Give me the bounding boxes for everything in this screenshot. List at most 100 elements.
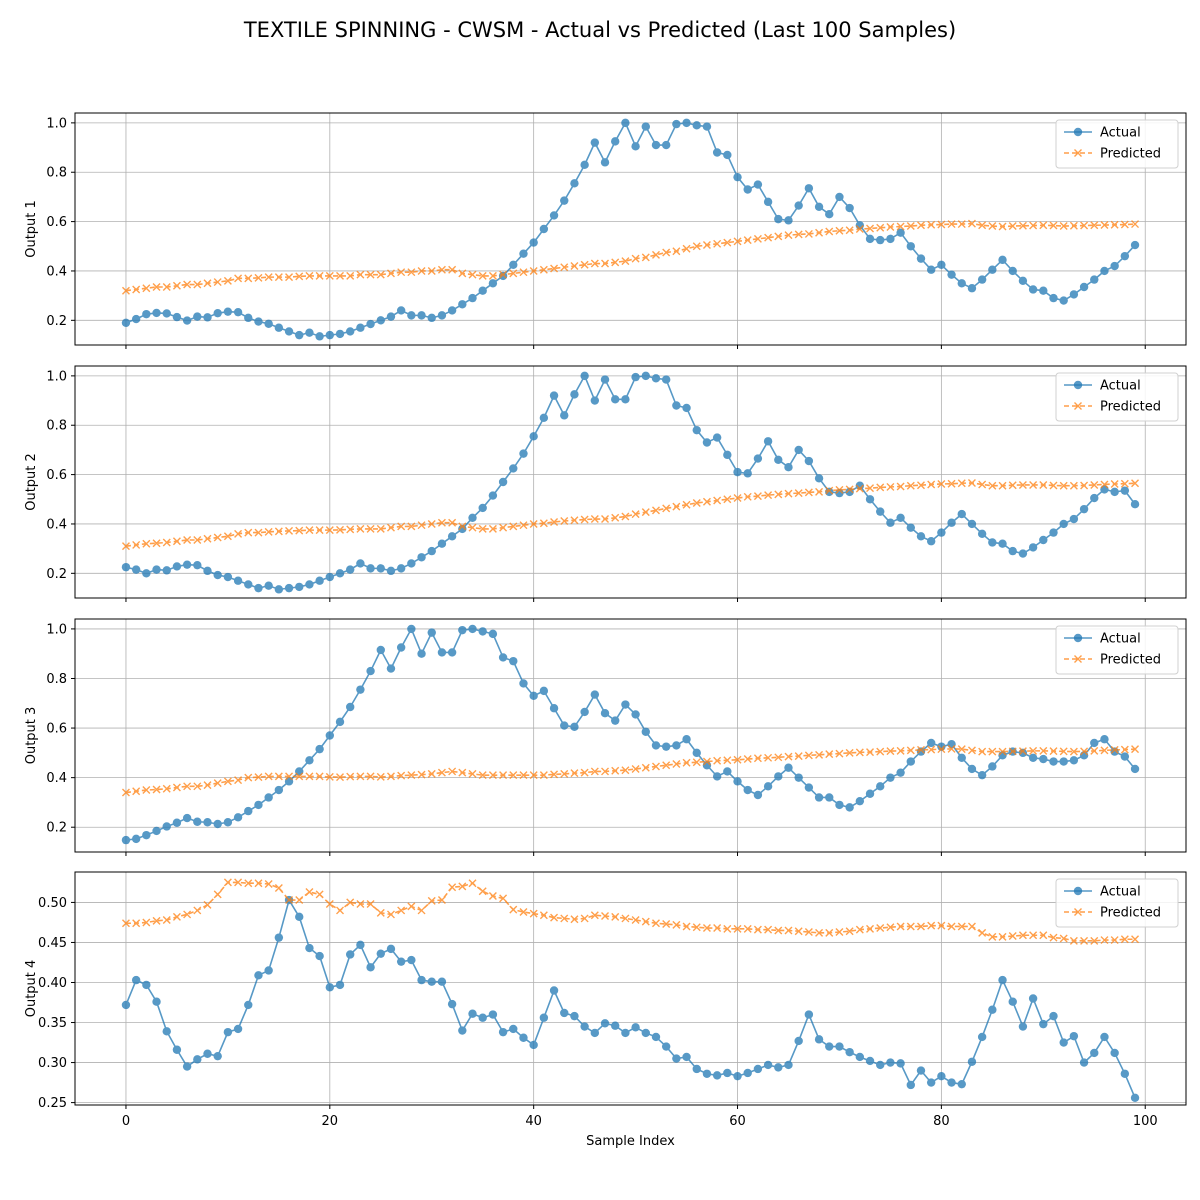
y-axis-label: Output 2 [24, 453, 39, 511]
data-point-predicted [336, 525, 345, 534]
axes-frame [74, 112, 1187, 346]
data-point-actual [733, 467, 742, 477]
data-point-actual [121, 562, 131, 572]
data-point-predicted [784, 231, 793, 240]
data-point-predicted [794, 752, 803, 761]
data-point-actual [142, 569, 151, 578]
data-point-actual [804, 783, 814, 792]
data-point-predicted [560, 914, 569, 923]
data-point-predicted [692, 498, 701, 507]
data-point-predicted [713, 756, 722, 765]
data-point-predicted [1018, 480, 1027, 489]
y-tick-label: 1.0 [46, 622, 67, 637]
data-point-actual [957, 1079, 966, 1089]
data-point-actual [223, 1027, 233, 1037]
data-point-actual [152, 565, 161, 574]
data-point-predicted [886, 223, 895, 232]
data-point-predicted [305, 888, 314, 897]
data-point-predicted [855, 925, 864, 934]
data-point-predicted [845, 485, 854, 494]
data-point-actual [396, 957, 406, 966]
data-point-predicted [641, 917, 650, 926]
data-point-predicted [407, 902, 416, 911]
data-point-predicted [478, 887, 487, 896]
data-point-actual [835, 800, 844, 810]
data-point-predicted [794, 489, 803, 498]
data-point-predicted [203, 534, 212, 543]
data-point-predicted [1080, 936, 1089, 945]
data-point-predicted [947, 744, 956, 753]
data-point-actual [794, 1036, 803, 1046]
data-point-actual [590, 1028, 600, 1038]
data-point-actual [223, 818, 233, 827]
data-point-predicted [193, 782, 202, 791]
data-point-predicted [641, 253, 650, 262]
data-point-actual [1110, 1048, 1119, 1058]
data-point-predicted [723, 495, 732, 504]
data-point-actual [926, 1078, 936, 1087]
data-point-predicted [1059, 222, 1068, 231]
data-point-predicted [274, 273, 283, 282]
data-point-predicted [223, 532, 232, 541]
figure-title: TEXTILE SPINNING - CWSM - Actual vs Pred… [243, 18, 957, 42]
data-point-actual [131, 975, 141, 985]
y-tick-label: 0.2 [46, 821, 67, 836]
data-point-actual [1090, 493, 1099, 503]
subplot-4: 0.25 0.30 0.35 0.40 0.45 0.50 0 20 40 60 80 100 Outp… [24, 871, 1187, 1129]
y-tick-label: 0.4 [46, 771, 67, 786]
data-point-actual [743, 1068, 752, 1078]
data-point-predicted [601, 767, 610, 776]
data-point-actual [998, 975, 1007, 985]
data-point-predicted [121, 542, 130, 551]
data-point-predicted [437, 518, 446, 527]
data-point-actual [488, 629, 498, 639]
data-point-actual [519, 679, 528, 688]
data-point-predicted [172, 281, 181, 290]
data-point-actual [580, 1022, 589, 1031]
data-point-predicted [601, 912, 610, 921]
data-point-predicted [499, 270, 508, 279]
data-point-actual [1079, 282, 1089, 292]
data-point-predicted [886, 923, 895, 932]
data-point-actual [865, 789, 875, 798]
data-point-actual [193, 560, 202, 570]
data-point-predicted [1008, 222, 1017, 231]
data-point-predicted [346, 271, 355, 280]
data-point-predicted [478, 271, 487, 280]
data-point-predicted [1110, 220, 1119, 229]
y-tick-label: 0.8 [46, 166, 67, 181]
data-point-actual [774, 772, 783, 781]
data-point-predicted [366, 524, 375, 533]
data-point-predicted [529, 909, 538, 918]
data-point-predicted [397, 522, 406, 531]
data-point-actual [1120, 1069, 1130, 1078]
data-point-actual [906, 757, 915, 766]
data-point-actual [835, 1042, 844, 1051]
data-point-actual [661, 375, 671, 384]
data-point-predicted [1131, 745, 1140, 754]
data-point-actual [549, 704, 559, 713]
data-point-actual [886, 1058, 895, 1067]
data-point-actual [723, 150, 732, 160]
data-point-actual [233, 576, 243, 585]
data-point-actual [661, 140, 671, 150]
data-point-predicted [1131, 220, 1140, 229]
data-point-predicted [356, 772, 365, 781]
data-point-predicted [509, 905, 518, 914]
data-point-actual [825, 793, 834, 802]
data-point-predicted [397, 906, 406, 915]
data-point-predicted [203, 279, 212, 288]
data-point-predicted [539, 911, 548, 920]
data-point-actual [366, 963, 375, 972]
data-point-actual [794, 445, 803, 455]
data-point-actual [784, 216, 793, 225]
x-tick-label: 40 [525, 1114, 542, 1129]
data-point-predicted [152, 283, 161, 291]
data-point-predicted [957, 479, 966, 488]
data-point-predicted [172, 783, 181, 792]
data-point-predicted [417, 266, 426, 275]
data-point-actual [1090, 1048, 1099, 1058]
data-point-actual [1028, 753, 1038, 763]
data-point-predicted [906, 222, 915, 231]
data-point-actual [498, 477, 508, 487]
